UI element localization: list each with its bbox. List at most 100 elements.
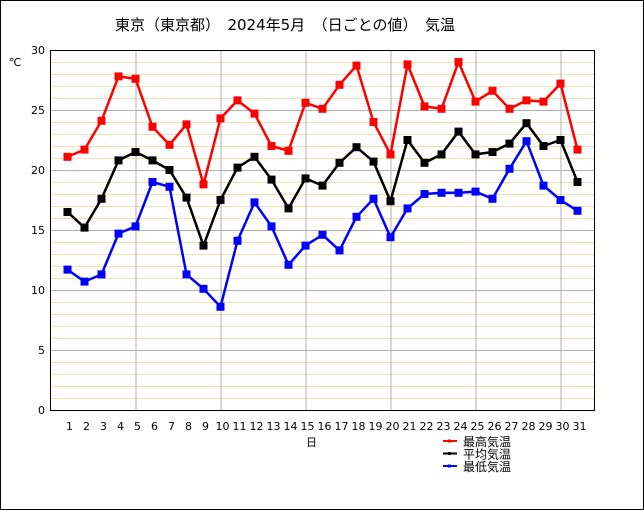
x-tick-label: 1	[66, 420, 73, 433]
y-tick-label: 30	[31, 44, 45, 57]
x-tick-label: 29	[539, 420, 553, 433]
data-point-marker	[539, 97, 548, 106]
data-point-marker	[63, 152, 72, 161]
legend-marker-icon	[448, 464, 451, 468]
data-point-marker	[352, 212, 361, 221]
data-point-marker	[335, 158, 344, 167]
data-point-marker	[301, 174, 310, 183]
data-point-marker	[199, 241, 208, 250]
x-tick-label: 27	[505, 420, 519, 433]
data-point-marker	[97, 270, 106, 279]
data-point-marker	[556, 196, 565, 204]
data-point-marker	[454, 58, 463, 66]
data-point-marker	[114, 229, 123, 238]
x-tick-label: 14	[284, 420, 298, 433]
data-point-marker	[318, 104, 327, 113]
data-point-marker	[522, 96, 531, 105]
data-point-marker	[505, 164, 514, 173]
y-tick-label: 10	[31, 284, 45, 297]
x-tick-label: 26	[488, 420, 502, 433]
x-tick-label: 21	[403, 420, 417, 433]
data-point-marker	[539, 142, 548, 150]
data-point-marker	[267, 222, 276, 231]
legend-marker-icon	[448, 452, 451, 455]
data-point-marker	[335, 80, 344, 89]
data-point-marker	[369, 118, 378, 126]
series-0	[63, 58, 582, 189]
x-tick-label: 12	[250, 420, 264, 433]
x-tick-label: 9	[202, 420, 209, 433]
data-point-marker	[318, 181, 327, 190]
data-point-marker	[233, 236, 242, 245]
y-tick-label: 5	[38, 344, 45, 357]
data-point-marker	[233, 163, 242, 172]
data-point-marker	[539, 181, 548, 190]
series-2	[63, 137, 582, 311]
data-point-marker	[454, 188, 463, 197]
data-point-marker	[556, 79, 565, 88]
x-tick-label: 17	[335, 420, 349, 433]
x-tick-label: 20	[386, 420, 400, 433]
x-tick-label: 3	[100, 420, 107, 433]
data-point-marker	[216, 302, 225, 311]
data-point-marker	[131, 74, 140, 83]
data-point-marker	[63, 265, 72, 274]
data-point-marker	[233, 96, 242, 105]
data-point-marker	[114, 72, 123, 81]
x-tick-label: 13	[267, 420, 281, 433]
data-point-marker	[301, 98, 310, 107]
data-point-marker	[471, 150, 480, 159]
data-point-marker	[284, 204, 293, 213]
data-point-marker	[369, 157, 378, 166]
data-point-marker	[488, 148, 497, 156]
y-tick-label: 20	[31, 164, 45, 177]
data-point-marker	[454, 127, 463, 136]
data-point-marker	[573, 206, 582, 215]
data-point-marker	[284, 146, 293, 155]
data-point-marker	[437, 188, 446, 197]
data-point-marker	[165, 166, 174, 174]
data-point-marker	[488, 86, 497, 95]
x-axis-label: 日	[306, 436, 317, 449]
data-point-marker	[182, 120, 191, 129]
data-point-marker	[80, 223, 89, 232]
data-point-marker	[386, 233, 395, 242]
y-tick-label: 15	[31, 224, 45, 237]
x-tick-label: 5	[134, 420, 141, 433]
x-tick-label: 23	[437, 420, 451, 433]
x-tick-label: 4	[117, 420, 124, 433]
data-point-marker	[182, 193, 191, 202]
data-point-marker	[216, 114, 225, 123]
data-point-marker	[505, 139, 514, 148]
data-point-marker	[369, 194, 378, 203]
data-point-marker	[522, 137, 531, 146]
legend-label: 平均気温	[463, 447, 511, 462]
data-point-marker	[386, 197, 395, 206]
legend-marker-icon	[448, 439, 451, 443]
data-point-marker	[199, 180, 208, 189]
data-point-marker	[148, 156, 157, 165]
y-axis-ticks: 0 5 10 15 20 25 30	[31, 44, 45, 417]
data-point-marker	[352, 143, 361, 152]
data-point-marker	[352, 61, 361, 70]
data-point-marker	[471, 187, 480, 196]
x-axis-ticks: 1 2 3 4 5 6 7 8 9 10 11 12 13 14 15 16 17 18 19 20 21 22 23 24 2…	[66, 420, 587, 433]
x-tick-label: 31	[573, 420, 587, 433]
data-point-marker	[148, 178, 157, 186]
x-tick-label: 8	[185, 420, 192, 433]
data-point-marker	[97, 116, 106, 125]
x-tick-label: 6	[151, 420, 158, 433]
plot-area	[50, 50, 595, 411]
data-point-marker	[131, 148, 140, 156]
data-point-marker	[403, 204, 412, 213]
data-point-marker	[471, 97, 480, 106]
data-point-marker	[403, 60, 412, 69]
data-point-marker	[556, 136, 565, 144]
data-point-marker	[165, 182, 174, 191]
x-tick-label: 22	[420, 420, 434, 433]
chart-title: 東京（東京都） 2024年5月 （日ごとの値） 気温	[114, 16, 456, 34]
series-line	[66, 139, 579, 309]
data-point-marker	[573, 145, 582, 154]
data-point-marker	[437, 104, 446, 113]
